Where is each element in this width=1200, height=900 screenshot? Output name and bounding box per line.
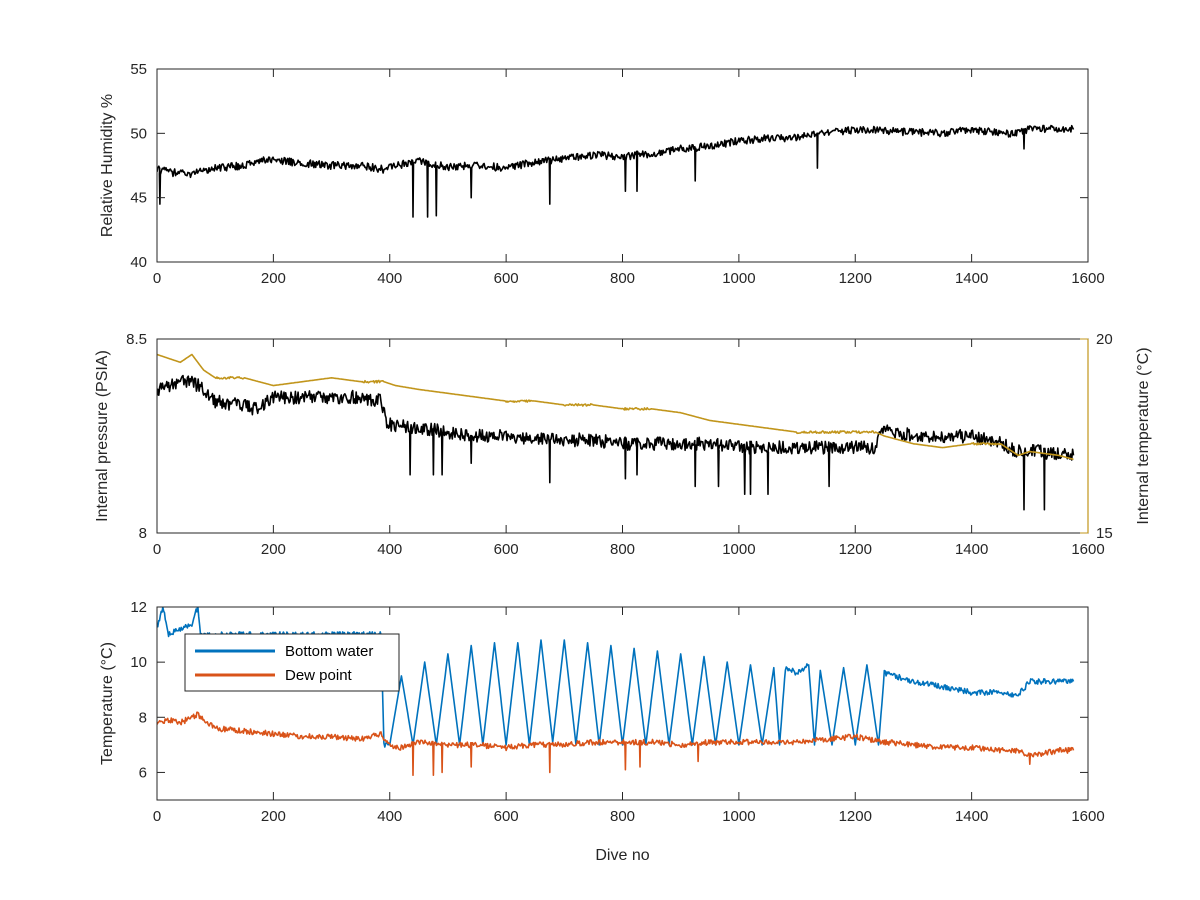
legend-box xyxy=(184,633,400,692)
x-tick-label-1-2: 400 xyxy=(377,541,402,558)
x-tick-label-0-8: 1600 xyxy=(1071,270,1104,287)
x-tick-label-0-3: 600 xyxy=(494,270,519,287)
series-line-2-1 xyxy=(157,711,1075,776)
x-tick-label-1-3: 600 xyxy=(494,541,519,558)
x-tick-label-1-4: 800 xyxy=(610,541,635,558)
series-line-0-0 xyxy=(157,124,1075,218)
y-tick-label-0-3: 55 xyxy=(130,61,147,78)
y-right-tick-label-1-1: 20 xyxy=(1096,331,1113,348)
x-tick-label-2-7: 1400 xyxy=(955,808,988,825)
y-right-axis-label-1: Internal temperature (°C) xyxy=(1135,347,1152,524)
x-tick-label-0-7: 1400 xyxy=(955,270,988,287)
x-axis-label-2: Dive no xyxy=(595,847,649,864)
x-tick-label-0-5: 1000 xyxy=(722,270,755,287)
x-tick-label-1-7: 1400 xyxy=(955,541,988,558)
legend-label-0: Bottom water xyxy=(285,643,373,660)
x-tick-label-2-3: 600 xyxy=(494,808,519,825)
x-tick-label-2-2: 400 xyxy=(377,808,402,825)
x-tick-label-2-1: 200 xyxy=(261,808,286,825)
x-tick-label-2-0: 0 xyxy=(153,808,161,825)
legend-label-1: Dew point xyxy=(285,667,353,684)
y-tick-label-0-0: 40 xyxy=(130,254,147,271)
x-tick-label-1-6: 1200 xyxy=(839,541,872,558)
series-line-1-0 xyxy=(157,374,1075,511)
y-axis-label-1: Internal pressure (PSIA) xyxy=(94,350,111,522)
x-tick-label-1-1: 200 xyxy=(261,541,286,558)
x-tick-label-2-8: 1600 xyxy=(1071,808,1104,825)
y-tick-label-0-2: 50 xyxy=(130,125,147,142)
plot-frame-0 xyxy=(156,68,1089,263)
y-tick-label-1-0: 8 xyxy=(139,525,147,542)
x-tick-label-2-6: 1200 xyxy=(839,808,872,825)
y-axis-label-0: Relative Humidity % xyxy=(99,94,116,237)
y-tick-label-2-2: 10 xyxy=(130,654,147,671)
y-tick-label-2-0: 6 xyxy=(139,764,147,781)
series-line-2-0 xyxy=(157,607,1075,748)
y-tick-label-1-1: 8.5 xyxy=(126,331,147,348)
series-line-1-1 xyxy=(157,353,1074,461)
x-tick-label-0-6: 1200 xyxy=(839,270,872,287)
x-tick-label-0-4: 800 xyxy=(610,270,635,287)
y-tick-label-2-3: 12 xyxy=(130,599,147,616)
x-tick-label-0-0: 0 xyxy=(153,270,161,287)
y-axis-label-2: Temperature (°C) xyxy=(99,642,116,765)
x-tick-label-2-5: 1000 xyxy=(722,808,755,825)
y-right-tick-label-1-0: 15 xyxy=(1096,525,1113,542)
y-tick-label-0-1: 45 xyxy=(130,190,147,207)
x-tick-label-1-8: 1600 xyxy=(1071,541,1104,558)
x-tick-label-1-5: 1000 xyxy=(722,541,755,558)
x-tick-label-0-1: 200 xyxy=(261,270,286,287)
x-tick-label-1-0: 0 xyxy=(153,541,161,558)
y-tick-label-2-1: 8 xyxy=(139,709,147,726)
x-tick-label-0-2: 400 xyxy=(377,270,402,287)
x-tick-label-2-4: 800 xyxy=(610,808,635,825)
